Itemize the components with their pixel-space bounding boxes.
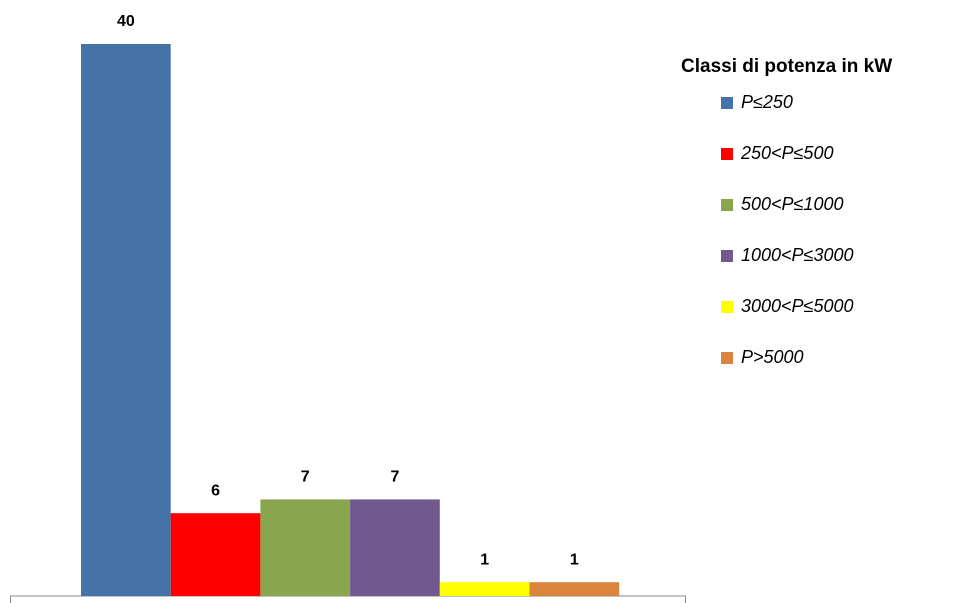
bar bbox=[350, 499, 440, 596]
legend-label: 3000<P≤5000 bbox=[741, 296, 853, 316]
value-label: 1 bbox=[570, 551, 579, 568]
legend-label: P≤250 bbox=[741, 92, 793, 112]
legend-swatch bbox=[721, 97, 733, 109]
legend-label: P>5000 bbox=[741, 347, 804, 367]
legend-swatch bbox=[721, 148, 733, 160]
legend-swatch bbox=[721, 199, 733, 211]
value-label: 6 bbox=[211, 482, 220, 499]
legend-swatch bbox=[721, 301, 733, 313]
legend-swatch bbox=[721, 352, 733, 364]
legend-title: Classi di potenza in kW bbox=[681, 56, 892, 77]
legend-label: 250<P≤500 bbox=[740, 143, 833, 163]
value-label: 40 bbox=[117, 13, 135, 30]
value-label: 7 bbox=[301, 469, 310, 486]
legend-swatch bbox=[721, 250, 733, 262]
value-label: 7 bbox=[390, 469, 399, 486]
bar bbox=[81, 44, 171, 596]
bar bbox=[529, 582, 620, 596]
legend-label: 1000<P≤3000 bbox=[741, 245, 853, 265]
bar bbox=[170, 513, 261, 596]
bar bbox=[260, 499, 351, 596]
value-label: 1 bbox=[480, 551, 489, 568]
legend-label: 500<P≤1000 bbox=[741, 194, 843, 214]
bar bbox=[439, 582, 530, 596]
